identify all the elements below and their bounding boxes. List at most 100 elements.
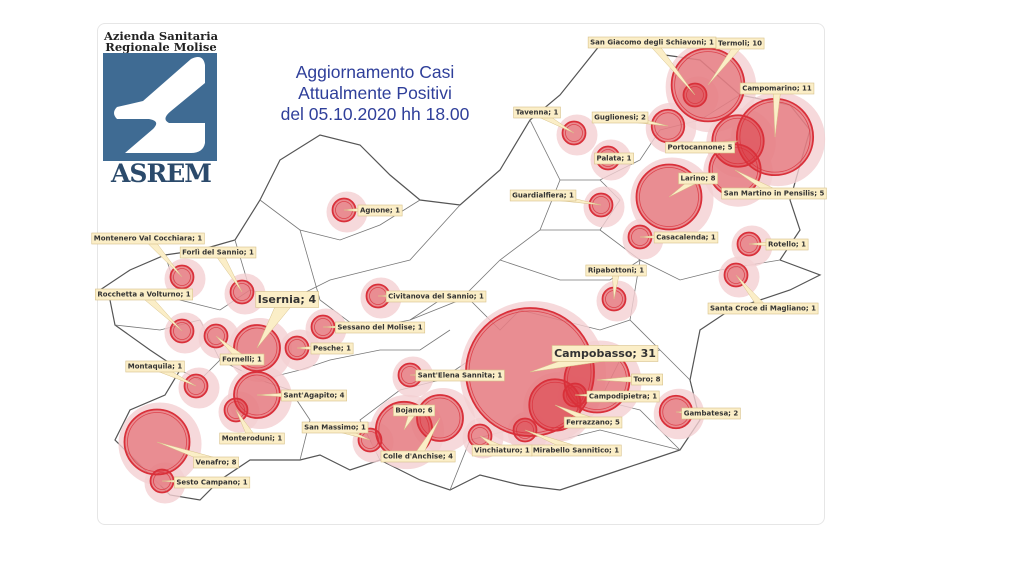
case-circle-ring	[531, 381, 579, 429]
logo-wordmark: ASREM	[111, 159, 212, 188]
case-circle-ring	[714, 117, 762, 165]
callout-montenero-val-cocchiara[interactable]: Montenero Val Cocchiara; 1	[91, 232, 205, 278]
case-circle-ring	[233, 283, 251, 301]
callout-box	[678, 172, 718, 185]
callout-box	[125, 360, 185, 373]
case-circle-ring	[592, 196, 610, 214]
callout-ferrazzano[interactable]: Ferrazzano; 5	[554, 404, 623, 429]
callout-sesto-campano[interactable]: Sesto Campano; 1	[161, 476, 251, 489]
callout-text: Sessano del Molise; 1	[337, 324, 422, 332]
callout-box	[585, 264, 647, 277]
callout-san-martino-in-pensilis[interactable]: San Martino in Pensilis; 5	[721, 169, 827, 200]
callout-casacalenda[interactable]: Casacalenda; 1	[639, 231, 719, 244]
callout-san-giacomo-degli-schiavoni[interactable]: San Giacomo degli Schiavoni; 1	[587, 36, 717, 96]
callout-ripabottoni[interactable]: Ripabottoni; 1	[585, 264, 647, 300]
callout-text: San Martino in Pensilis; 5	[724, 190, 825, 198]
callout-guardialfiera[interactable]: Guardialfiera; 1	[509, 189, 602, 206]
callout-campomarino[interactable]: Campomarino; 11	[739, 82, 815, 138]
callout-larino[interactable]: Larino; 8	[668, 172, 718, 198]
case-circle-ring	[686, 86, 704, 104]
callout-text: Forlì del Sannio; 1	[182, 249, 254, 257]
callout-isernia[interactable]: Isernia; 4	[255, 291, 319, 349]
callout-forl-del-sannio[interactable]: Forlì del Sannio; 1	[179, 246, 257, 293]
callout-montaquila[interactable]: Montaquila; 1	[125, 360, 197, 387]
callout-box	[174, 476, 251, 489]
callout-toro[interactable]: Toro; 8	[596, 373, 663, 386]
callout-san-massimo[interactable]: San Massimo; 1	[301, 421, 371, 441]
callout-text: Rocchetta a Volturno; 1	[97, 291, 190, 299]
callout-campodipietra[interactable]: Campodipietra; 1	[574, 390, 660, 403]
callout-text: San Massimo; 1	[304, 424, 366, 432]
case-circle-ring	[236, 327, 278, 369]
callout-campobasso[interactable]: Campobasso; 31	[529, 344, 659, 373]
callout-text: Colle d'Anchise; 4	[383, 453, 453, 461]
case-circle-ring	[173, 322, 191, 340]
callout-termoli[interactable]: Termoli; 10	[707, 37, 765, 86]
municipality-area	[653, 388, 705, 440]
callout-box	[591, 111, 649, 124]
callout-text: Campodipietra; 1	[589, 393, 657, 401]
case-circle-ring	[516, 421, 534, 439]
callout-box	[563, 416, 623, 429]
callout-rocchetta-a-volturno[interactable]: Rocchetta a Volturno; 1	[95, 288, 194, 332]
callout-sant-elena-sannita[interactable]: Sant'Elena Sannita; 1	[409, 369, 505, 382]
map-title: Aggiornamento Casi Attualmente Positivi …	[255, 62, 495, 125]
callout-box	[665, 141, 735, 154]
callout-civitanova-del-sannio[interactable]: Civitanova del Sannio; 1	[377, 290, 487, 303]
callout-portocannone[interactable]: Portocannone; 5	[665, 140, 739, 154]
callout-text: Venafro; 8	[196, 459, 237, 467]
callout-gambatesa[interactable]: Gambatesa; 2	[675, 407, 741, 420]
case-circle-ring	[227, 401, 245, 419]
asrem-logo	[103, 53, 217, 161]
callout-agnone[interactable]: Agnone; 1	[343, 204, 403, 217]
callout-text: Rotello; 1	[768, 241, 806, 249]
callout-box	[179, 246, 257, 259]
municipality-area	[645, 102, 697, 154]
callout-text: Bojano; 6	[395, 407, 432, 415]
callout-monteroduni[interactable]: Monteroduni; 1	[219, 409, 285, 445]
case-labels: San Giacomo degli Schiavoni; 1 Termoli; 1…	[91, 36, 827, 489]
callout-text: Montaquila; 1	[128, 363, 183, 371]
callout-palata[interactable]: Palata; 1	[594, 152, 634, 165]
callout-santa-croce-di-magliano[interactable]: Santa Croce di Magliano; 1	[707, 274, 819, 315]
callout-venafro[interactable]: Venafro; 8	[156, 441, 239, 469]
callout-box	[586, 390, 660, 403]
callout-sessano-del-molise[interactable]: Sessano del Molise; 1	[322, 321, 426, 334]
callout-text: Fornelli; 1	[222, 356, 262, 364]
callout-box	[301, 421, 369, 434]
callout-text: Tavenna; 1	[516, 109, 559, 117]
case-circle-ring	[471, 427, 489, 445]
title-line1: Aggiornamento Casi	[295, 62, 455, 82]
logo-line2: Regionale Molise	[105, 40, 217, 54]
callout-text: Sant'Agapito; 4	[283, 392, 344, 400]
callout-box	[715, 37, 765, 50]
callout-fornelli[interactable]: Fornelli; 1	[215, 335, 265, 366]
callout-tavenna[interactable]: Tavenna; 1	[513, 106, 575, 134]
callout-text: Isernia; 4	[258, 293, 317, 306]
callout-guglionesi[interactable]: Guglionesi; 2	[591, 111, 669, 127]
callout-box	[95, 288, 194, 301]
callout-bojano[interactable]: Bojano; 6	[393, 404, 436, 431]
callout-box	[193, 456, 239, 469]
callout-text: Ferrazzano; 5	[566, 419, 620, 427]
callout-box	[721, 187, 827, 200]
callout-text: Sant'Elena Sannita; 1	[418, 372, 503, 380]
callout-vinchiaturo[interactable]: Vinchiaturo; 1	[471, 435, 533, 457]
callout-text: Termoli; 10	[718, 40, 762, 48]
case-circle-ring	[639, 167, 699, 227]
callout-text: Mirabello Sannitico; 1	[533, 447, 619, 455]
callout-box	[255, 291, 319, 308]
logo-line1: Azienda Sanitaria	[103, 29, 219, 43]
callout-text: San Giacomo degli Schiavoni; 1	[590, 39, 714, 47]
callout-colle-d-anchise[interactable]: Colle d'Anchise; 4	[380, 417, 456, 463]
callout-box	[219, 353, 265, 366]
callout-sant-agapito[interactable]: Sant'Agapito; 4	[256, 389, 347, 402]
callout-pesche[interactable]: Pesche; 1	[296, 342, 354, 355]
callout-text: Montenero Val Cocchiara; 1	[94, 235, 203, 243]
case-circle-ring	[187, 377, 205, 395]
callout-box	[551, 345, 659, 362]
case-circle-ring	[361, 431, 379, 449]
callout-mirabello-sannitico[interactable]: Mirabello Sannitico; 1	[524, 429, 622, 457]
callout-rotello[interactable]: Rotello; 1	[748, 238, 809, 251]
